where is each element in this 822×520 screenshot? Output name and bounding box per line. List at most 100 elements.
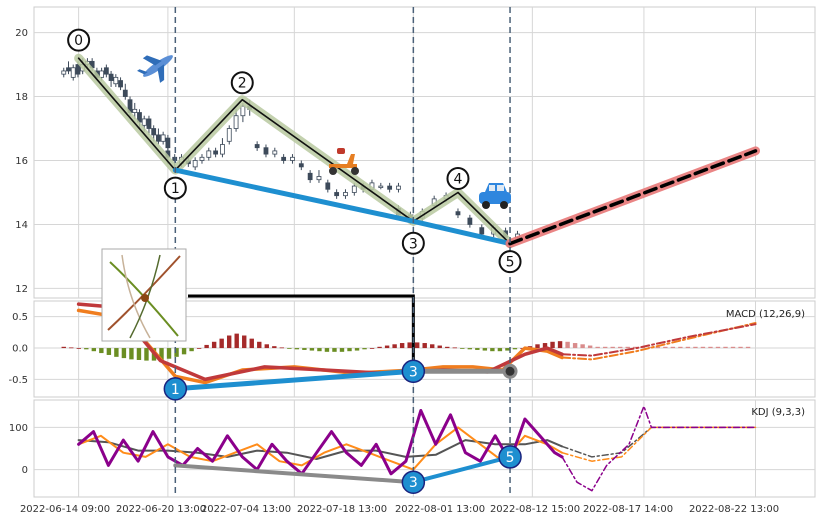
kdj-point-label: 3: [409, 475, 418, 491]
candle-body: [290, 156, 295, 161]
macd-histogram-bar: [618, 346, 623, 349]
car-window: [489, 185, 495, 191]
candle-body: [165, 137, 171, 149]
wave-point-label: 3: [409, 236, 418, 252]
macd-histogram-bar: [557, 341, 563, 349]
macd-histogram-bar: [723, 346, 728, 349]
y-tick-label: 12: [15, 284, 28, 295]
x-tick-label: 2022-08-17 14:00: [583, 504, 673, 515]
candle-body: [118, 80, 123, 88]
thumbnail-curve: [121, 254, 151, 339]
macd-histogram-bar: [114, 348, 119, 357]
wave-point-marker: [230, 71, 254, 95]
wave-point-marker: [401, 231, 425, 255]
macd-histogram-bar: [242, 335, 247, 349]
macd-point-marker: [401, 359, 426, 384]
macd-histogram-bar: [196, 348, 202, 349]
airplane-fuselage: [143, 55, 173, 77]
macd-histogram-bar: [512, 348, 518, 350]
macd-histogram-bar: [715, 346, 721, 349]
macd-histogram-bar: [362, 348, 367, 350]
x-tick-label: 2022-06-20 13:00: [116, 504, 206, 515]
macd-histogram-bar: [121, 348, 127, 359]
macd-histogram-bar: [279, 347, 285, 349]
macd-histogram-bar: [407, 342, 412, 349]
candle-body: [108, 73, 114, 81]
macd-histogram-bar: [678, 346, 683, 349]
candle-body: [122, 89, 128, 97]
kdj-point-marker: [401, 470, 426, 494]
macd-histogram-bar: [99, 348, 104, 354]
macd-histogram-bar: [272, 346, 277, 349]
candle-body: [307, 172, 313, 181]
car-window: [497, 185, 504, 191]
x-tick-label: 2022-08-22 13:00: [689, 504, 779, 515]
candle-body: [160, 134, 166, 142]
candle-body: [455, 211, 461, 216]
candle-body: [254, 144, 260, 149]
macd-histogram-bar: [369, 348, 375, 349]
candle-body: [70, 67, 76, 78]
candle-body: [240, 105, 246, 117]
scooter-icon: [329, 148, 359, 175]
candle-body: [192, 160, 198, 168]
macd-histogram-bar: [174, 348, 179, 357]
macd-histogram-bar: [565, 341, 570, 349]
macd-histogram-bar: [505, 348, 510, 351]
candle-body: [351, 185, 357, 193]
macd-histogram-bar: [317, 348, 322, 352]
macd-histogram-bar: [730, 346, 736, 349]
candle-body: [61, 70, 67, 75]
airplane-wing: [142, 55, 165, 83]
macd-histogram-bar: [166, 348, 172, 359]
airplane-icon: [137, 55, 173, 83]
wave-point-label: 0: [74, 33, 83, 49]
candle-body: [325, 182, 331, 190]
macd-histogram-bar: [384, 345, 390, 349]
macd-histogram-bar: [460, 348, 465, 349]
scooter-wheel: [351, 167, 359, 175]
macd-histogram-bar: [159, 348, 164, 360]
macd-histogram-bar: [475, 348, 480, 350]
wave-point-label: 2: [238, 76, 247, 92]
wave-point-label: 4: [454, 171, 463, 187]
candle-body: [233, 115, 239, 129]
macd-histogram-bar: [670, 346, 676, 349]
y-tick-label: 0: [22, 465, 28, 476]
candle-body: [479, 227, 485, 235]
wave-point-marker: [67, 28, 91, 52]
candle-body: [151, 128, 157, 136]
scooter-body: [329, 154, 357, 168]
macd-histogram-bar: [572, 343, 578, 349]
y-tick-label: -0.5: [8, 375, 28, 386]
macd-histogram-bar: [204, 344, 209, 349]
candle-body: [132, 108, 138, 113]
macd-histogram-bar: [347, 348, 352, 352]
y-tick-label: 16: [15, 156, 28, 167]
macd-histogram-bar: [309, 348, 315, 351]
airplane-tail: [137, 69, 148, 75]
candle-body: [316, 176, 322, 181]
candle-body: [378, 185, 384, 188]
macd-histogram-bar: [302, 348, 307, 350]
x-tick-label: 2022-07-18 13:00: [297, 504, 387, 515]
kdj-blue-line: [411, 454, 512, 485]
candle-body: [467, 217, 473, 225]
macd-histogram-bar: [430, 344, 435, 349]
macd-histogram-bar: [249, 338, 254, 349]
car-wheel: [482, 201, 490, 209]
macd-histogram-bar: [61, 346, 66, 349]
macd-end-dot: [502, 363, 518, 379]
x-tick-label: 2022-08-01 13:00: [395, 504, 485, 515]
macd-histogram-bar: [467, 348, 473, 350]
macd-histogram-bar: [181, 348, 187, 355]
x-tick-label: 2022-08-12 15:00: [490, 504, 580, 515]
pattern-thumbnail: [101, 248, 187, 342]
macd-histogram-bar: [587, 345, 593, 349]
candle-body: [281, 156, 287, 161]
macd-histogram-bar: [497, 348, 503, 352]
candle-body: [113, 76, 119, 85]
macd-histogram-bar: [663, 346, 668, 349]
wave-point-marker: [163, 176, 187, 200]
